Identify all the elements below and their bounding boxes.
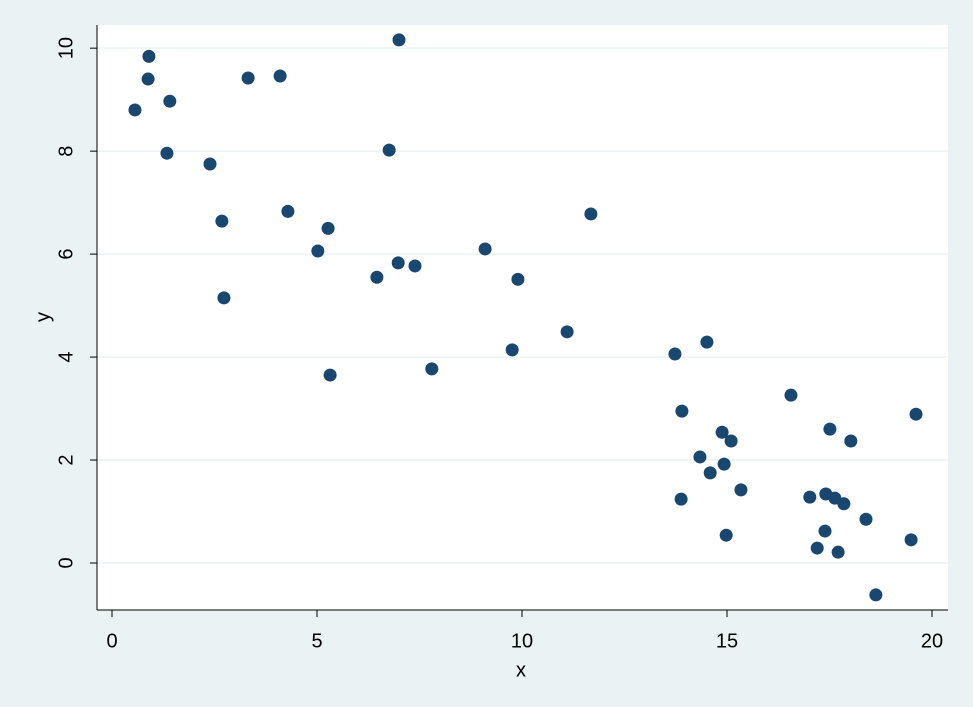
point [241, 71, 255, 85]
y-axis-label: y [32, 312, 54, 322]
point [425, 362, 439, 376]
point [392, 33, 406, 47]
y-tick-label: 6 [55, 249, 77, 260]
point [831, 545, 845, 559]
point [823, 422, 837, 436]
point [141, 72, 155, 86]
point [382, 143, 396, 157]
point [142, 49, 156, 63]
point [478, 242, 492, 256]
x-tick-label: 15 [716, 630, 738, 652]
point [803, 490, 817, 504]
point [734, 483, 748, 497]
point [715, 425, 729, 439]
point [675, 404, 689, 418]
point [391, 256, 405, 270]
point [717, 457, 731, 471]
point [668, 347, 682, 361]
point [215, 214, 229, 228]
point [273, 69, 287, 83]
plot-area [97, 25, 948, 610]
point [505, 343, 519, 357]
x-axis-label: x [516, 659, 526, 681]
point [703, 466, 717, 480]
point [724, 434, 738, 448]
point [784, 388, 798, 402]
point [810, 541, 824, 555]
point [203, 157, 217, 171]
point [818, 524, 832, 538]
point [837, 497, 851, 511]
point [163, 94, 177, 108]
point [217, 291, 231, 305]
point [128, 103, 142, 117]
point [844, 434, 858, 448]
point [323, 368, 337, 382]
y-tick-label: 0 [55, 557, 77, 568]
point [859, 512, 873, 526]
point [693, 450, 707, 464]
x-tick-label: 20 [921, 630, 943, 652]
point [321, 221, 335, 235]
point [281, 204, 295, 218]
x-tick-label: 10 [511, 630, 533, 652]
y-tick-label: 2 [55, 454, 77, 465]
point [408, 259, 422, 273]
x-tick-label: 5 [311, 630, 322, 652]
point [560, 325, 574, 339]
point [904, 533, 918, 547]
y-tick-label: 4 [55, 352, 77, 363]
point [674, 492, 688, 506]
point [370, 270, 384, 284]
point [700, 335, 714, 349]
point [311, 244, 325, 258]
point [909, 407, 923, 421]
point [160, 146, 174, 160]
point [869, 588, 883, 602]
point [511, 272, 525, 286]
y-tick-label: 10 [55, 37, 77, 59]
point [719, 528, 733, 542]
y-tick-label: 8 [55, 146, 77, 157]
point [584, 207, 598, 221]
x-tick-label: 0 [106, 630, 117, 652]
